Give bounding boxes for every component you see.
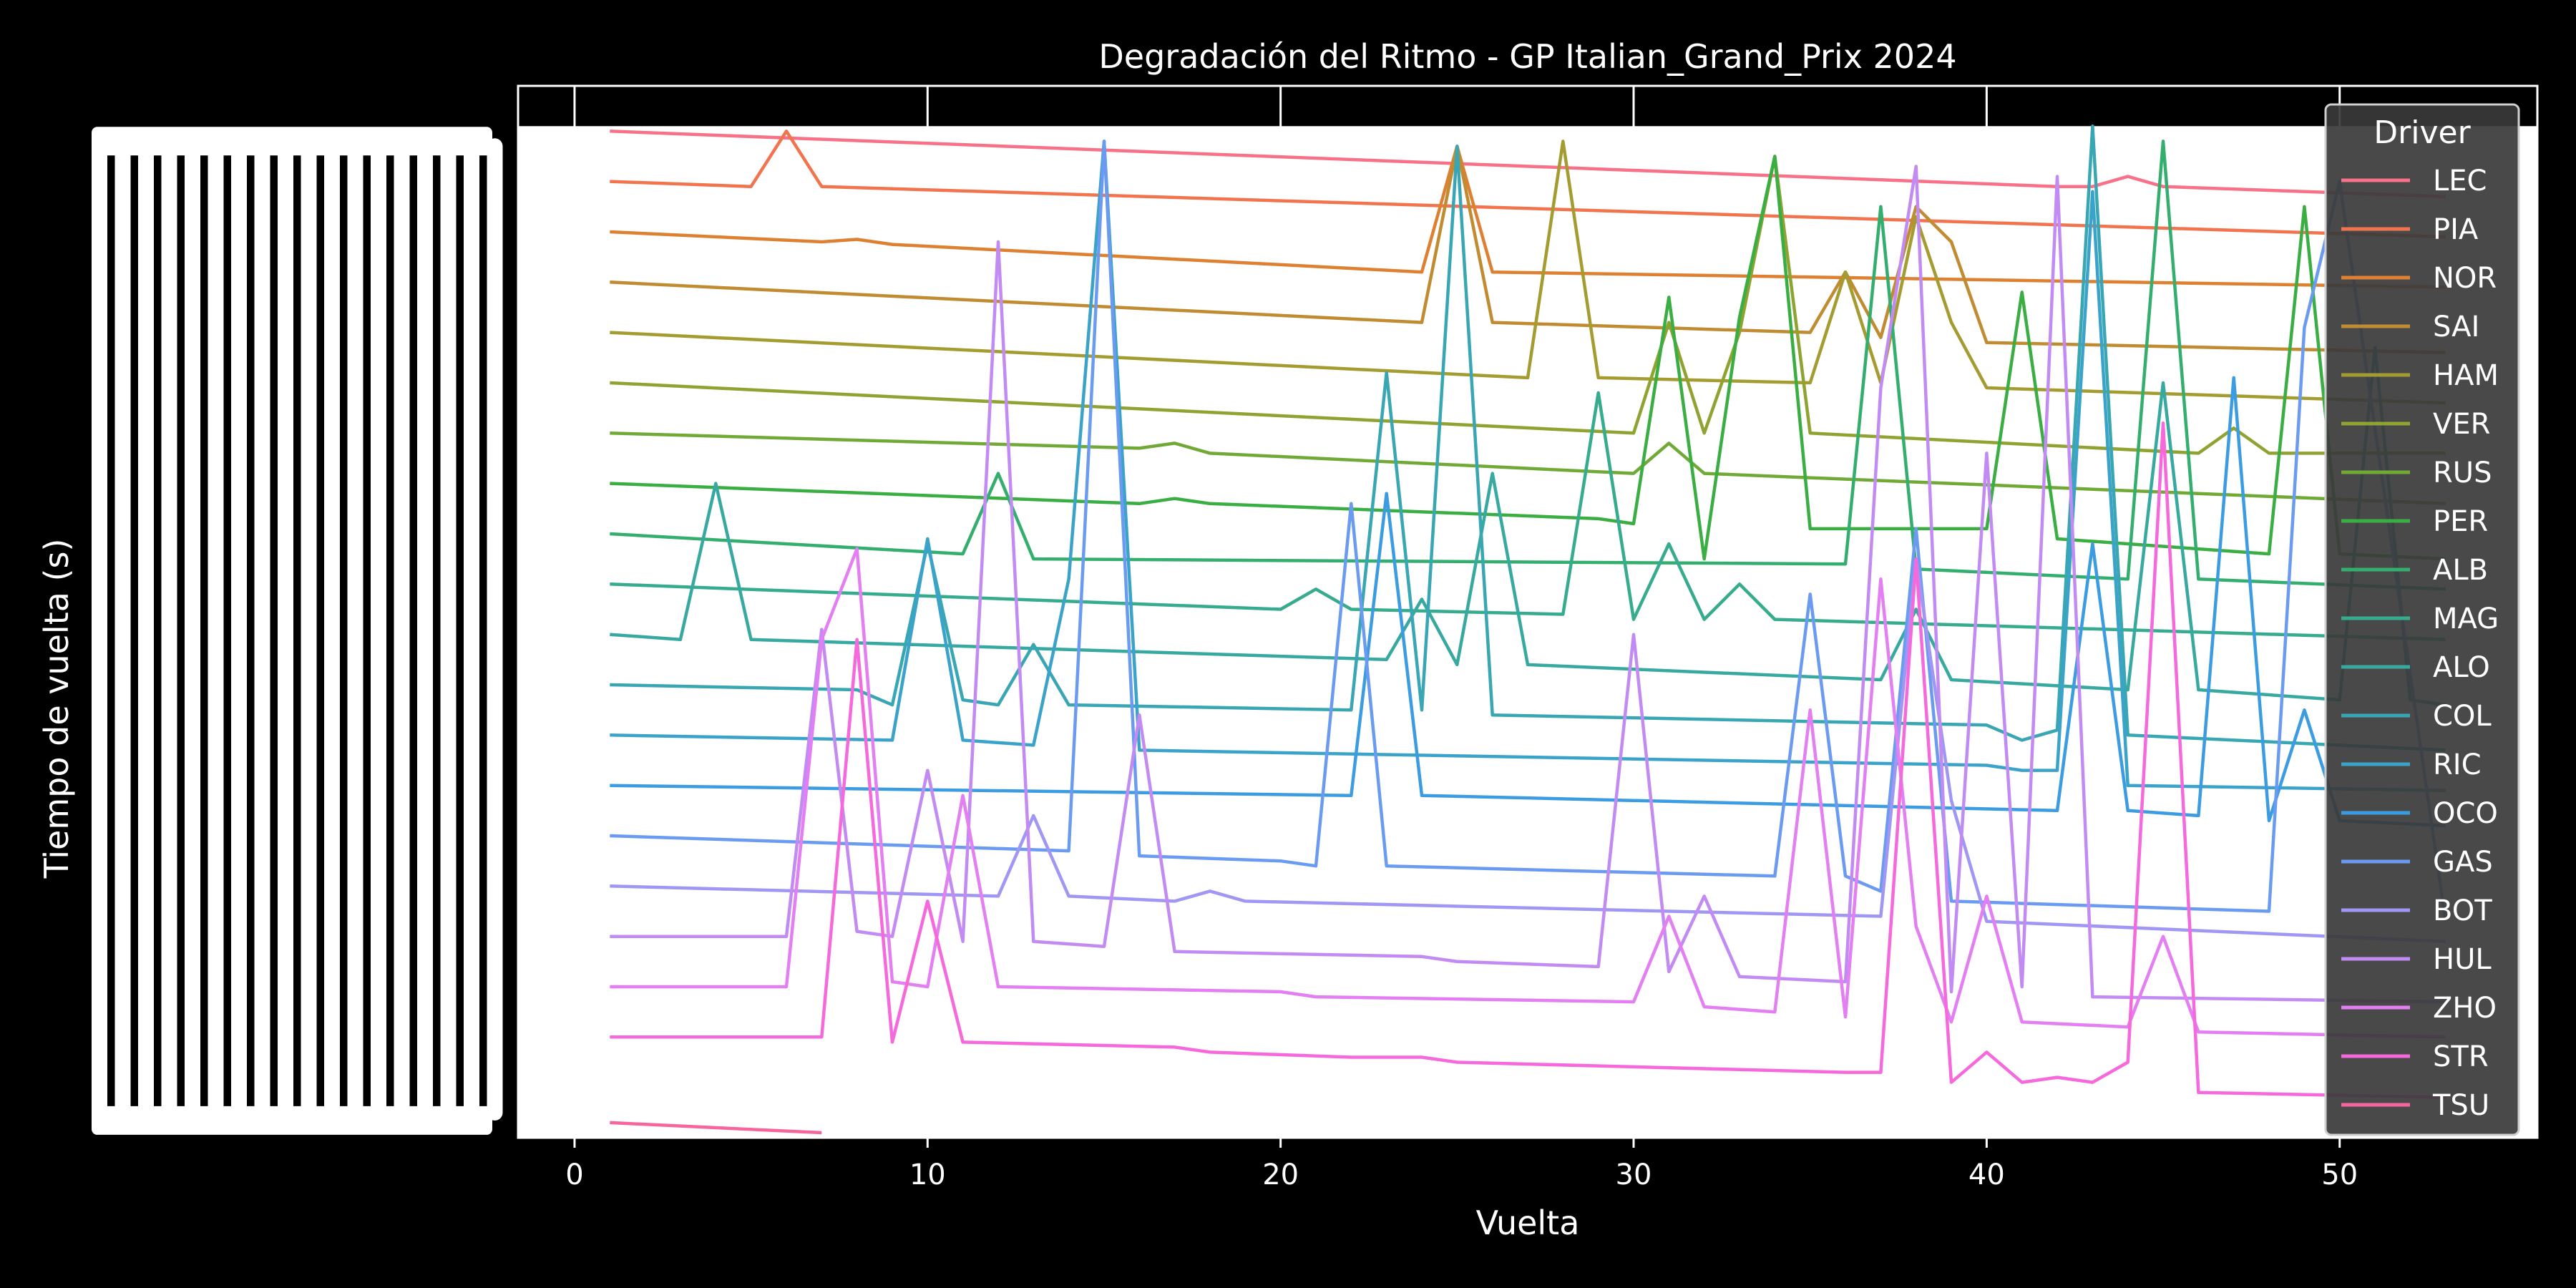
legend-label: RIC [2433,748,2482,781]
series-line-nor [610,145,2446,289]
legend-item-col: COL [2341,700,2492,733]
legend-item-gas: GAS [2341,846,2493,879]
x-axis-label: Vuelta [1476,1204,1580,1242]
legend-item-hul: HUL [2341,943,2492,976]
y-tick-label-overlap [114,138,131,1121]
series-line-tsu [610,1121,822,1135]
legend-label: COL [2433,700,2492,733]
legend-items: LEC PIA NOR SAI HAM VER RUS PER ALB MAG ALO COL RIC O… [2341,165,2499,1122]
y-tick-label-overlap [208,138,224,1121]
legend-label: GAS [2433,846,2493,879]
legend-label: STR [2433,1040,2489,1073]
x-tick-label: 30 [1616,1158,1652,1191]
legend-item-lec: LEC [2341,165,2487,197]
series-line-str [610,421,2446,1099]
legend-label: PIA [2433,213,2479,246]
legend-item-per: PER [2341,505,2488,538]
x-tick-label: 10 [909,1158,946,1191]
legend-label: ALO [2433,651,2490,684]
series-line-per [610,155,2446,561]
legend-label: TSU [2432,1089,2489,1122]
x-tick-label: 20 [1262,1158,1299,1191]
plot-area [517,84,2539,1139]
y-tick-label-overlap [185,138,200,1121]
y-tick-label-overlap [161,138,177,1121]
y-tick-label-overlap [231,138,247,1121]
legend-label: HAM [2433,359,2499,392]
legend-item-oco: OCO [2341,797,2498,830]
legend-item-alb: ALB [2341,554,2488,587]
series-line-hul [610,165,2446,1004]
y-tick-label-overlap [347,138,364,1121]
y-tick-label-overlap [92,127,492,156]
series-line-lec [610,130,2446,198]
y-tick-label-overlap [417,138,433,1121]
legend-item-ver: VER [2341,408,2490,441]
legend-label: SAI [2433,311,2479,343]
y-tick-label-overlap [394,138,410,1121]
plot-frame [517,84,2539,1139]
y-tick-label-overlap [254,138,270,1121]
legend-label: RUS [2433,457,2492,489]
y-tick-label-overlap [440,138,457,1121]
series-line-mag [610,391,2446,641]
legend-box [2324,103,2520,1136]
y-tick-label-overlap [301,138,317,1121]
legend-item-tsu: TSU [2341,1089,2489,1122]
legend-label: LEC [2433,165,2487,197]
series-line-oco [610,376,2446,828]
legend-label: ZHO [2433,992,2497,1025]
y-tick-label-overlap [278,138,293,1121]
legend-label: ALB [2433,554,2488,587]
legend-item-str: STR [2341,1040,2489,1073]
legend-item-ham: HAM [2341,359,2499,392]
legend-item-nor: NOR [2341,262,2497,295]
y-tick-label-overlap [464,138,479,1121]
series-line-pia [610,130,2446,239]
x-tick-label: 50 [2321,1158,2358,1191]
series-line-ham [610,140,2446,405]
y-tick-label-overlap [92,138,107,1121]
y-axis-label: Tiempo de vuelta (s) [37,539,76,879]
x-axis-ticks: 0 10 20 30 40 50 [565,1138,2358,1191]
series-line-gas [610,140,2447,922]
legend-item-alo: ALO [2341,651,2490,684]
y-tick-label-overlap [138,138,154,1121]
legend-item-rus: RUS [2341,457,2492,489]
y-tick-label-overlap [92,1106,492,1135]
legend-label: NOR [2433,262,2497,295]
legend-label: PER [2433,505,2488,538]
legend-label: OCO [2433,797,2498,830]
x-tick-label: 40 [1968,1158,2005,1191]
chart-title: Degradación del Ritmo - GP Italian_Grand… [1098,37,1956,76]
legend: Driver LEC PIA NOR SAI HAM VER RUS PER ALB MAG ALO… [2324,103,2520,1136]
y-tick-label-overlap [487,138,503,1121]
legend-label: VER [2433,408,2490,441]
legend-label: MAG [2433,602,2499,635]
legend-item-bot: BOT [2341,894,2492,927]
legend-item-mag: MAG [2341,602,2499,635]
x-tick-label: 0 [565,1158,583,1191]
legend-label: HUL [2433,943,2492,976]
legend-item-ric: RIC [2341,748,2482,781]
legend-item-sai: SAI [2341,311,2479,343]
legend-label: BOT [2433,894,2492,927]
y-tick-label-overlap [371,138,386,1121]
series-lines [610,125,2447,1135]
legend-title: Driver [2373,114,2471,151]
series-line-rus [610,431,2446,506]
series-line-ric [610,140,2446,792]
y-tick-label-overlap [324,138,340,1121]
series-line-zho [610,547,2446,1039]
legend-item-zho: ZHO [2341,992,2497,1025]
y-axis-ticks [92,127,503,1135]
legend-item-pia: PIA [2341,213,2479,246]
